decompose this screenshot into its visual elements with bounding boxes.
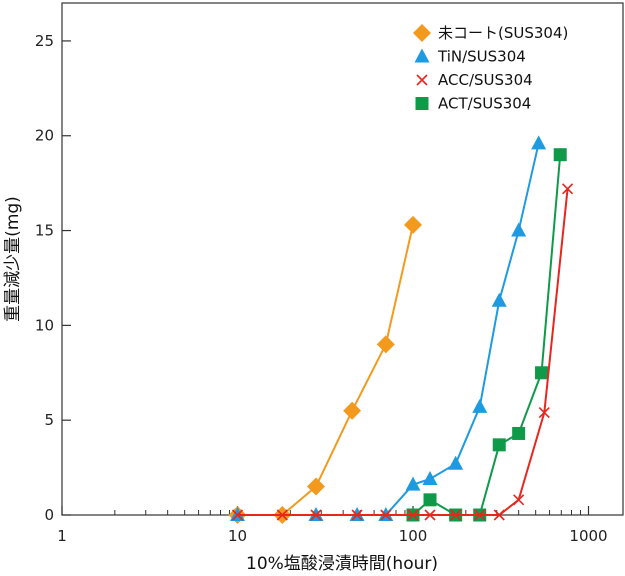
y-tick-label: 0 xyxy=(44,506,54,524)
data-point xyxy=(422,470,438,485)
x-tick-label: 10 xyxy=(228,527,247,545)
data-point xyxy=(512,426,526,440)
legend-label: ACT/SUS304 xyxy=(438,95,531,113)
legend-marker xyxy=(413,24,431,42)
series-4 xyxy=(406,148,567,522)
series-line xyxy=(412,154,562,516)
data-point xyxy=(531,135,547,150)
legend-marker xyxy=(415,97,429,110)
series-2 xyxy=(230,135,547,521)
data-point xyxy=(306,477,325,496)
data-point xyxy=(351,509,363,521)
series-3 xyxy=(231,183,574,521)
data-point xyxy=(535,366,549,380)
data-point xyxy=(380,509,392,521)
data-point xyxy=(493,509,505,521)
legend-label: ACC/SUS304 xyxy=(438,71,533,89)
data-point xyxy=(474,509,486,521)
plot-area xyxy=(61,2,624,516)
data-point xyxy=(448,455,464,470)
series-layer xyxy=(228,135,574,524)
y-tick-label: 15 xyxy=(35,222,54,240)
data-point xyxy=(472,398,488,413)
y-tick-label: 10 xyxy=(35,316,54,334)
data-point xyxy=(511,222,527,237)
legend-label: TiN/SUS304 xyxy=(437,48,526,66)
x-tick-label: 1 xyxy=(57,527,67,545)
data-point xyxy=(562,183,574,195)
legend-marker xyxy=(414,48,430,63)
data-point xyxy=(492,438,506,452)
x-tick-label: 100 xyxy=(399,527,428,545)
x-axis-title: 10%塩酸浸漬時間(hour) xyxy=(246,554,438,574)
series-line xyxy=(237,224,414,516)
data-point xyxy=(376,335,395,354)
data-point xyxy=(407,509,419,521)
data-point xyxy=(553,148,567,162)
data-point xyxy=(513,494,525,506)
data-point xyxy=(424,509,436,521)
data-point xyxy=(343,401,362,420)
y-tick-label: 5 xyxy=(44,411,54,429)
y-axis-title: 重量減少量(mg) xyxy=(3,196,23,322)
legend: 未コート(SUS304) TiN/SUS304 ACC/SUS304 ACT/SUS3… xyxy=(413,24,568,113)
data-point xyxy=(450,509,462,521)
data-point xyxy=(491,292,507,307)
y-tick-label: 25 xyxy=(35,32,54,50)
data-point xyxy=(538,407,550,419)
legend-marker xyxy=(416,74,428,86)
data-point xyxy=(423,493,437,507)
series-1 xyxy=(228,215,422,524)
data-point xyxy=(310,509,322,521)
legend-label: 未コート(SUS304) xyxy=(438,24,568,42)
series-line xyxy=(237,143,540,516)
y-tick-label: 20 xyxy=(35,127,54,145)
data-point xyxy=(405,476,421,491)
series-line xyxy=(237,188,569,516)
data-point xyxy=(231,509,244,521)
x-tick-label: 1000 xyxy=(569,527,607,545)
data-point xyxy=(276,509,288,521)
data-point xyxy=(404,215,422,234)
